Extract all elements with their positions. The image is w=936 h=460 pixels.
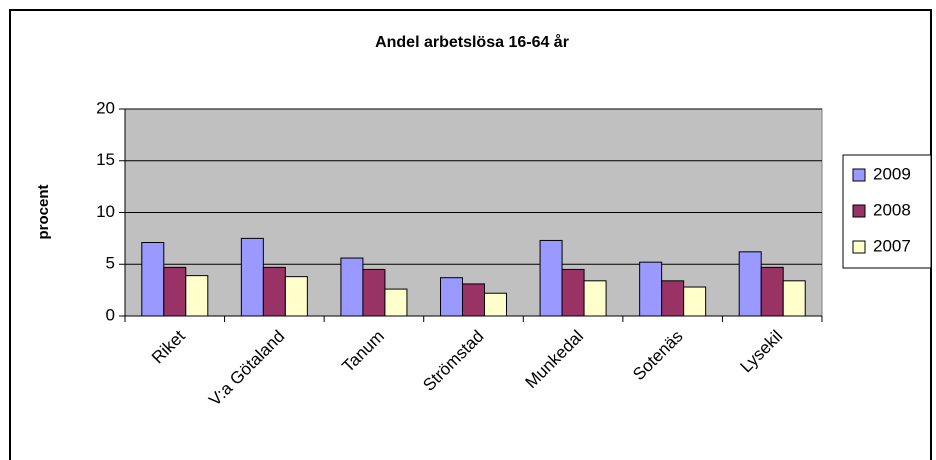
y-tick-label: 5 [106, 254, 115, 273]
bar [539, 239, 563, 317]
bar [185, 275, 209, 317]
bar [484, 292, 507, 317]
bar [639, 261, 663, 317]
legend-swatch [852, 168, 866, 182]
bar [683, 286, 707, 317]
bar [738, 251, 762, 317]
legend-label: 2009 [873, 164, 911, 183]
chart-title: Andel arbetslösa 16-64 år [375, 33, 569, 51]
legend-label: 2008 [873, 200, 911, 219]
legend-swatch [852, 204, 866, 218]
bar [583, 280, 607, 317]
bar [284, 276, 308, 317]
y-axis-label: procent [35, 184, 52, 239]
bar [340, 257, 364, 317]
y-tick-label: 0 [106, 305, 115, 324]
legend-label: 2007 [873, 236, 911, 255]
y-tick-label: 20 [96, 98, 115, 117]
bar [240, 237, 264, 317]
bar [661, 280, 685, 317]
bar [362, 268, 386, 317]
bar [462, 283, 485, 317]
bar [440, 277, 463, 317]
bar [141, 242, 165, 317]
bar [262, 266, 286, 317]
bar [782, 280, 806, 317]
y-tick-label: 10 [96, 202, 115, 221]
bar [760, 266, 784, 317]
bar [384, 288, 408, 317]
bar [561, 268, 585, 317]
bar [163, 266, 187, 317]
legend-swatch [852, 240, 866, 254]
y-tick-label: 15 [96, 150, 115, 169]
